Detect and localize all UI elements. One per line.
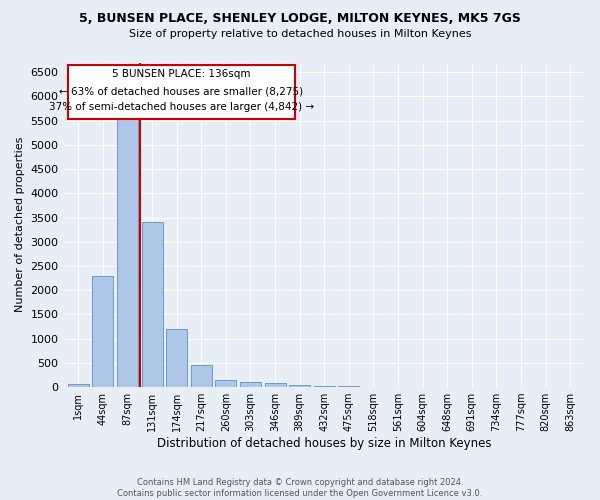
Bar [338,386,359,387]
FancyBboxPatch shape [68,65,295,119]
Bar [142,222,163,387]
Bar [240,382,261,387]
Text: Size of property relative to detached houses in Milton Keynes: Size of property relative to detached ho… [129,29,471,39]
Bar [289,384,310,387]
Text: 5 BUNSEN PLACE: 136sqm: 5 BUNSEN PLACE: 136sqm [112,68,251,78]
Bar [68,384,89,387]
Text: ← 63% of detached houses are smaller (8,275): ← 63% of detached houses are smaller (8,… [59,86,304,96]
Text: 5, BUNSEN PLACE, SHENLEY LODGE, MILTON KEYNES, MK5 7GS: 5, BUNSEN PLACE, SHENLEY LODGE, MILTON K… [79,12,521,26]
X-axis label: Distribution of detached houses by size in Milton Keynes: Distribution of detached houses by size … [157,437,491,450]
Bar [117,86,138,387]
Bar [215,380,236,387]
Text: 37% of semi-detached houses are larger (4,842) →: 37% of semi-detached houses are larger (… [49,102,314,112]
Bar [166,329,187,387]
Y-axis label: Number of detached properties: Number of detached properties [15,137,25,312]
Bar [191,366,212,387]
Text: Contains HM Land Registry data © Crown copyright and database right 2024.
Contai: Contains HM Land Registry data © Crown c… [118,478,482,498]
Bar [92,276,113,387]
Bar [314,386,335,387]
Bar [265,384,286,387]
